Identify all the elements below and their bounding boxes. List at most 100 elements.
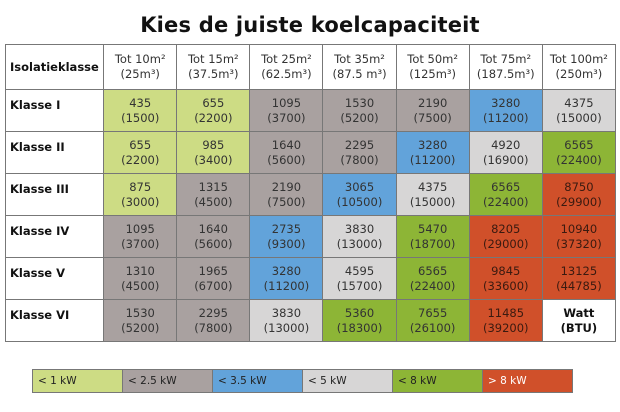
column-area: Tot 50m²: [407, 52, 458, 66]
btu-value: (5200): [340, 110, 379, 125]
watt-value: 5470: [418, 221, 448, 236]
row-label: Klasse V: [4, 257, 105, 300]
capacity-cell: 1095 (3700): [103, 215, 178, 258]
watt-value: 875: [129, 179, 152, 194]
capacity-cell: 875 (3000): [103, 173, 178, 216]
capacity-cell: 1965 (6700): [176, 257, 251, 300]
watt-value: 2295: [344, 137, 375, 152]
watt-value: 3830: [271, 305, 302, 320]
capacity-cell: 655 (2200): [176, 89, 251, 132]
btu-value: (33600): [482, 278, 529, 293]
btu-value: (15000): [556, 110, 602, 125]
table-row: Klasse III 875 (3000) 1315 (4500) 2190 (7500) 3…: [4, 173, 617, 216]
btu-value: (29000): [482, 236, 529, 251]
watt-value: 2735: [271, 221, 302, 236]
btu-value: (BTU): [560, 320, 598, 335]
table-row: Klasse VI 1530 (5200) 2295 (7800) 3830 (13000)…: [4, 299, 617, 342]
btu-value: (18700): [409, 236, 456, 251]
btu-value: (11200): [409, 152, 456, 167]
watt-value: 1310: [125, 263, 155, 278]
column-header: Tot 25m² (62.5m³): [249, 44, 324, 90]
btu-value: (7500): [267, 194, 306, 209]
capacity-cell: 3280 (11200): [249, 257, 324, 300]
watt-value: 1095: [125, 221, 155, 236]
btu-value: (7500): [413, 110, 452, 125]
watt-value: 4920: [491, 137, 521, 152]
btu-value: (3000): [121, 194, 160, 209]
column-volume: (250m³): [555, 67, 603, 81]
watt-value: 3280: [418, 137, 448, 152]
capacity-cell: 6565 (22400): [468, 173, 543, 216]
column-header: Tot 15m² (37.5m³): [176, 44, 251, 90]
capacity-cell: 655 (2200): [103, 131, 178, 174]
watt-value: 1965: [198, 263, 228, 278]
btu-value: (5600): [267, 152, 306, 167]
watt-value: 6565: [564, 137, 594, 152]
capacity-cell: 2190 (7500): [249, 173, 324, 216]
legend-item: < 2.5 kW: [123, 370, 213, 392]
row-label: Klasse I: [4, 89, 105, 132]
btu-value: (16900): [482, 152, 529, 167]
row-label: Klasse IV: [4, 215, 105, 258]
watt-value: 1530: [344, 95, 375, 110]
capacity-cell: 5470 (18700): [395, 215, 470, 258]
column-volume: (187.5m³): [476, 67, 535, 81]
capacity-cell: 8750 (29900): [541, 173, 617, 216]
capacity-cell: 2295 (7800): [176, 299, 251, 342]
watt-value: 1640: [198, 221, 228, 236]
watt-value: 4375: [564, 95, 594, 110]
capacity-cell: 4375 (15000): [541, 89, 617, 132]
watt-value: 1530: [125, 305, 155, 320]
watt-value: 8750: [564, 179, 594, 194]
btu-value: (10500): [336, 194, 383, 209]
btu-value: (29900): [556, 194, 602, 209]
capacity-cell: 4920 (16900): [468, 131, 543, 174]
capacity-cell: 1530 (5200): [322, 89, 397, 132]
column-header: Tot 75m² (187.5m³): [468, 44, 543, 90]
watt-value: 3280: [271, 263, 302, 278]
capacity-cell: 8205 (29000): [468, 215, 543, 258]
column-volume: (87.5 m³): [332, 67, 387, 81]
watt-value: 655: [202, 95, 225, 110]
watt-value: 13125: [560, 263, 598, 278]
watt-value: 8205: [491, 221, 521, 236]
capacity-cell: 6565 (22400): [395, 257, 470, 300]
btu-value: (5600): [194, 236, 233, 251]
btu-value: (11200): [263, 278, 310, 293]
capacity-cell: 1310 (4500): [103, 257, 178, 300]
btu-value: (22400): [556, 152, 602, 167]
watt-value: 435: [129, 95, 152, 110]
btu-value: (15700): [336, 278, 383, 293]
btu-value: (2200): [194, 110, 233, 125]
page-title: Kies de juiste koelcapaciteit: [140, 13, 480, 37]
btu-value: (2200): [121, 152, 160, 167]
watt-value: 2190: [418, 95, 448, 110]
watt-value: 7655: [418, 305, 448, 320]
capacity-cell: 1530 (5200): [103, 299, 178, 342]
capacity-cell: Watt (BTU): [541, 299, 617, 342]
column-area: Tot 25m²: [261, 52, 312, 66]
column-area: Tot 15m²: [187, 52, 239, 66]
capacity-cell: 3065 (10500): [322, 173, 397, 216]
capacity-cell: 1315 (4500): [176, 173, 251, 216]
btu-value: (3700): [121, 236, 160, 251]
capacity-cell: 1640 (5600): [249, 131, 324, 174]
table-row: Klasse I 435 (1500) 655 (2200) 1095 (3700) 1530…: [4, 89, 617, 132]
btu-value: (22400): [409, 278, 456, 293]
capacity-cell: 3280 (11200): [468, 89, 543, 132]
watt-value: 1640: [271, 137, 302, 152]
watt-value: 2190: [271, 179, 302, 194]
column-volume: (62.5m³): [261, 67, 312, 81]
btu-value: (26100): [409, 320, 456, 335]
watt-value: 4595: [344, 263, 375, 278]
legend-item: < 1 kW: [33, 370, 123, 392]
watt-value: 3280: [491, 95, 521, 110]
btu-value: (37320): [556, 236, 602, 251]
btu-value: (3400): [194, 152, 233, 167]
capacity-cell: 6565 (22400): [541, 131, 617, 174]
btu-value: (39200): [482, 320, 529, 335]
watt-value: 5360: [344, 305, 375, 320]
row-label: Klasse III: [4, 173, 105, 216]
btu-value: (15000): [409, 194, 456, 209]
column-volume: (25m³): [120, 67, 160, 81]
